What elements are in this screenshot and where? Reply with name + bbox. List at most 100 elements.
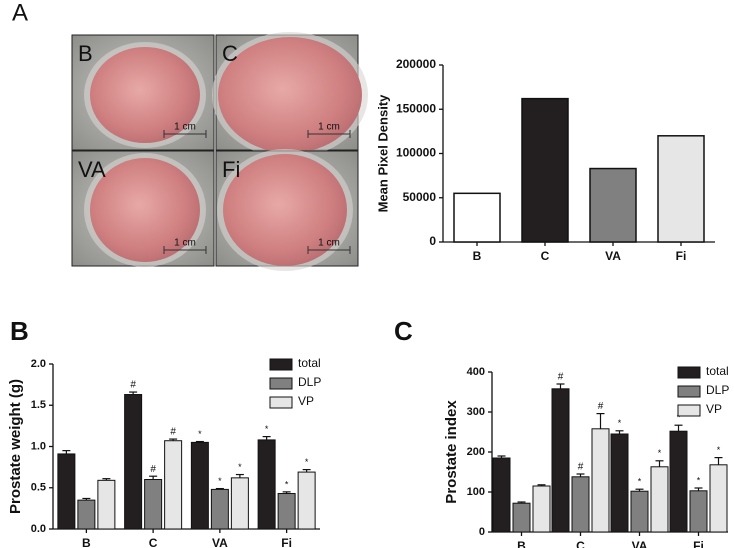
bar [230,477,249,530]
significance-marker: # [150,464,156,475]
significance-marker: # [598,401,604,412]
bar [57,453,76,530]
y-tick-label: 200000 [396,57,436,71]
photo-label: VA [78,157,106,182]
bar [551,388,570,533]
legend-label: DLP [706,383,729,397]
legend-label: DLP [298,375,321,389]
panel-label: B [10,316,29,346]
bar [144,479,163,530]
significance-marker: * [238,462,242,472]
bar [512,502,531,533]
legend-swatch [269,377,293,390]
legend-label: total [706,364,729,378]
y-tick-label: 0.5 [31,482,46,494]
scale-bar-label: 1 cm [318,238,340,249]
bar [709,464,728,533]
bar [689,490,708,533]
bar [297,471,316,530]
legend-swatch [677,385,701,398]
significance-marker: * [218,476,222,486]
x-tick-label: B [517,539,526,548]
charts: 0 50000 100000 150000 200000 Mean Pixel Densi… [7,57,729,548]
y-axis-title: Prostate index [443,400,460,504]
x-tick-label: Fi [281,536,292,548]
significance-marker: * [285,479,289,489]
bar [521,97,569,243]
bar [190,441,209,530]
significance-marker: * [198,429,202,439]
y-tick-label: 0 [479,526,485,538]
bar [669,430,688,533]
x-tick-label: C [541,249,550,263]
photo-label: C [222,41,238,66]
y-axis-title: Prostate weight (g) [7,379,24,514]
legend-label: VP [706,402,722,416]
chart: 0 100 200 300 400 Prostate index B C VA Fi # * * tota… [443,364,729,548]
bar [650,466,669,533]
y-tick-label: 50000 [403,190,437,204]
legend-label: total [298,356,321,370]
bar [453,192,501,243]
scale-bar-label: 1 cm [174,122,196,133]
x-tick-label: VA [605,249,621,263]
panel-label: A [12,0,28,26]
photo-label: B [78,41,93,66]
photo-grid: B 1 cm C 1 cm VA 1 cm Fi 1 cm [71,32,368,271]
significance-marker: * [717,445,721,455]
y-tick-label: 0.0 [31,523,46,535]
tissue [90,158,200,262]
significance-marker: * [305,457,309,467]
chart: 0.0 0.5 1.0 1.5 2.0 Prostate weight (g) B C VA Fi… [7,356,321,548]
significance-marker: # [578,462,584,473]
bar [124,394,143,530]
bar [210,488,229,530]
chart: 0 50000 100000 150000 200000 Mean Pixel Densi… [375,57,715,263]
tissue [90,47,200,143]
x-tick-label: Fi [693,539,704,548]
significance-marker: * [638,477,642,487]
y-tick-label: 100000 [396,146,436,160]
significance-marker: * [658,448,662,458]
bar [164,440,183,530]
bar [571,476,590,533]
legend-swatch [677,404,701,417]
legend-swatch [269,358,293,371]
significance-marker: # [558,372,564,383]
bar [630,490,649,533]
bar [591,428,610,533]
bar [277,493,296,530]
x-tick-label: VA [212,536,228,548]
y-tick-label: 2.0 [31,358,46,370]
x-tick-label: Fi [676,249,687,263]
tissue [218,37,362,153]
bar [492,457,511,533]
significance-marker: # [170,427,176,438]
bar [589,167,637,243]
y-tick-label: 1.0 [31,440,46,452]
legend-swatch [677,366,701,379]
bar [532,485,551,533]
x-tick-label: C [576,539,585,548]
x-tick-label: VA [632,539,648,548]
bar [77,499,96,530]
panel-label: C [394,316,413,346]
significance-marker: # [130,380,136,391]
y-tick-label: 0 [429,234,436,248]
bar [610,433,629,533]
y-tick-label: 400 [467,366,485,378]
bar [657,135,705,243]
bar [97,479,116,530]
x-tick-label: B [82,536,91,548]
y-tick-label: 100 [467,486,485,498]
photo-label: Fi [222,157,240,182]
y-axis-title: Mean Pixel Density [375,94,390,213]
significance-marker: * [697,475,701,485]
scale-bar-label: 1 cm [174,238,196,249]
y-tick-label: 300 [467,406,485,418]
bar [257,439,276,530]
legend-label: VP [298,394,314,408]
significance-marker: * [618,418,622,428]
x-tick-label: C [149,536,158,548]
